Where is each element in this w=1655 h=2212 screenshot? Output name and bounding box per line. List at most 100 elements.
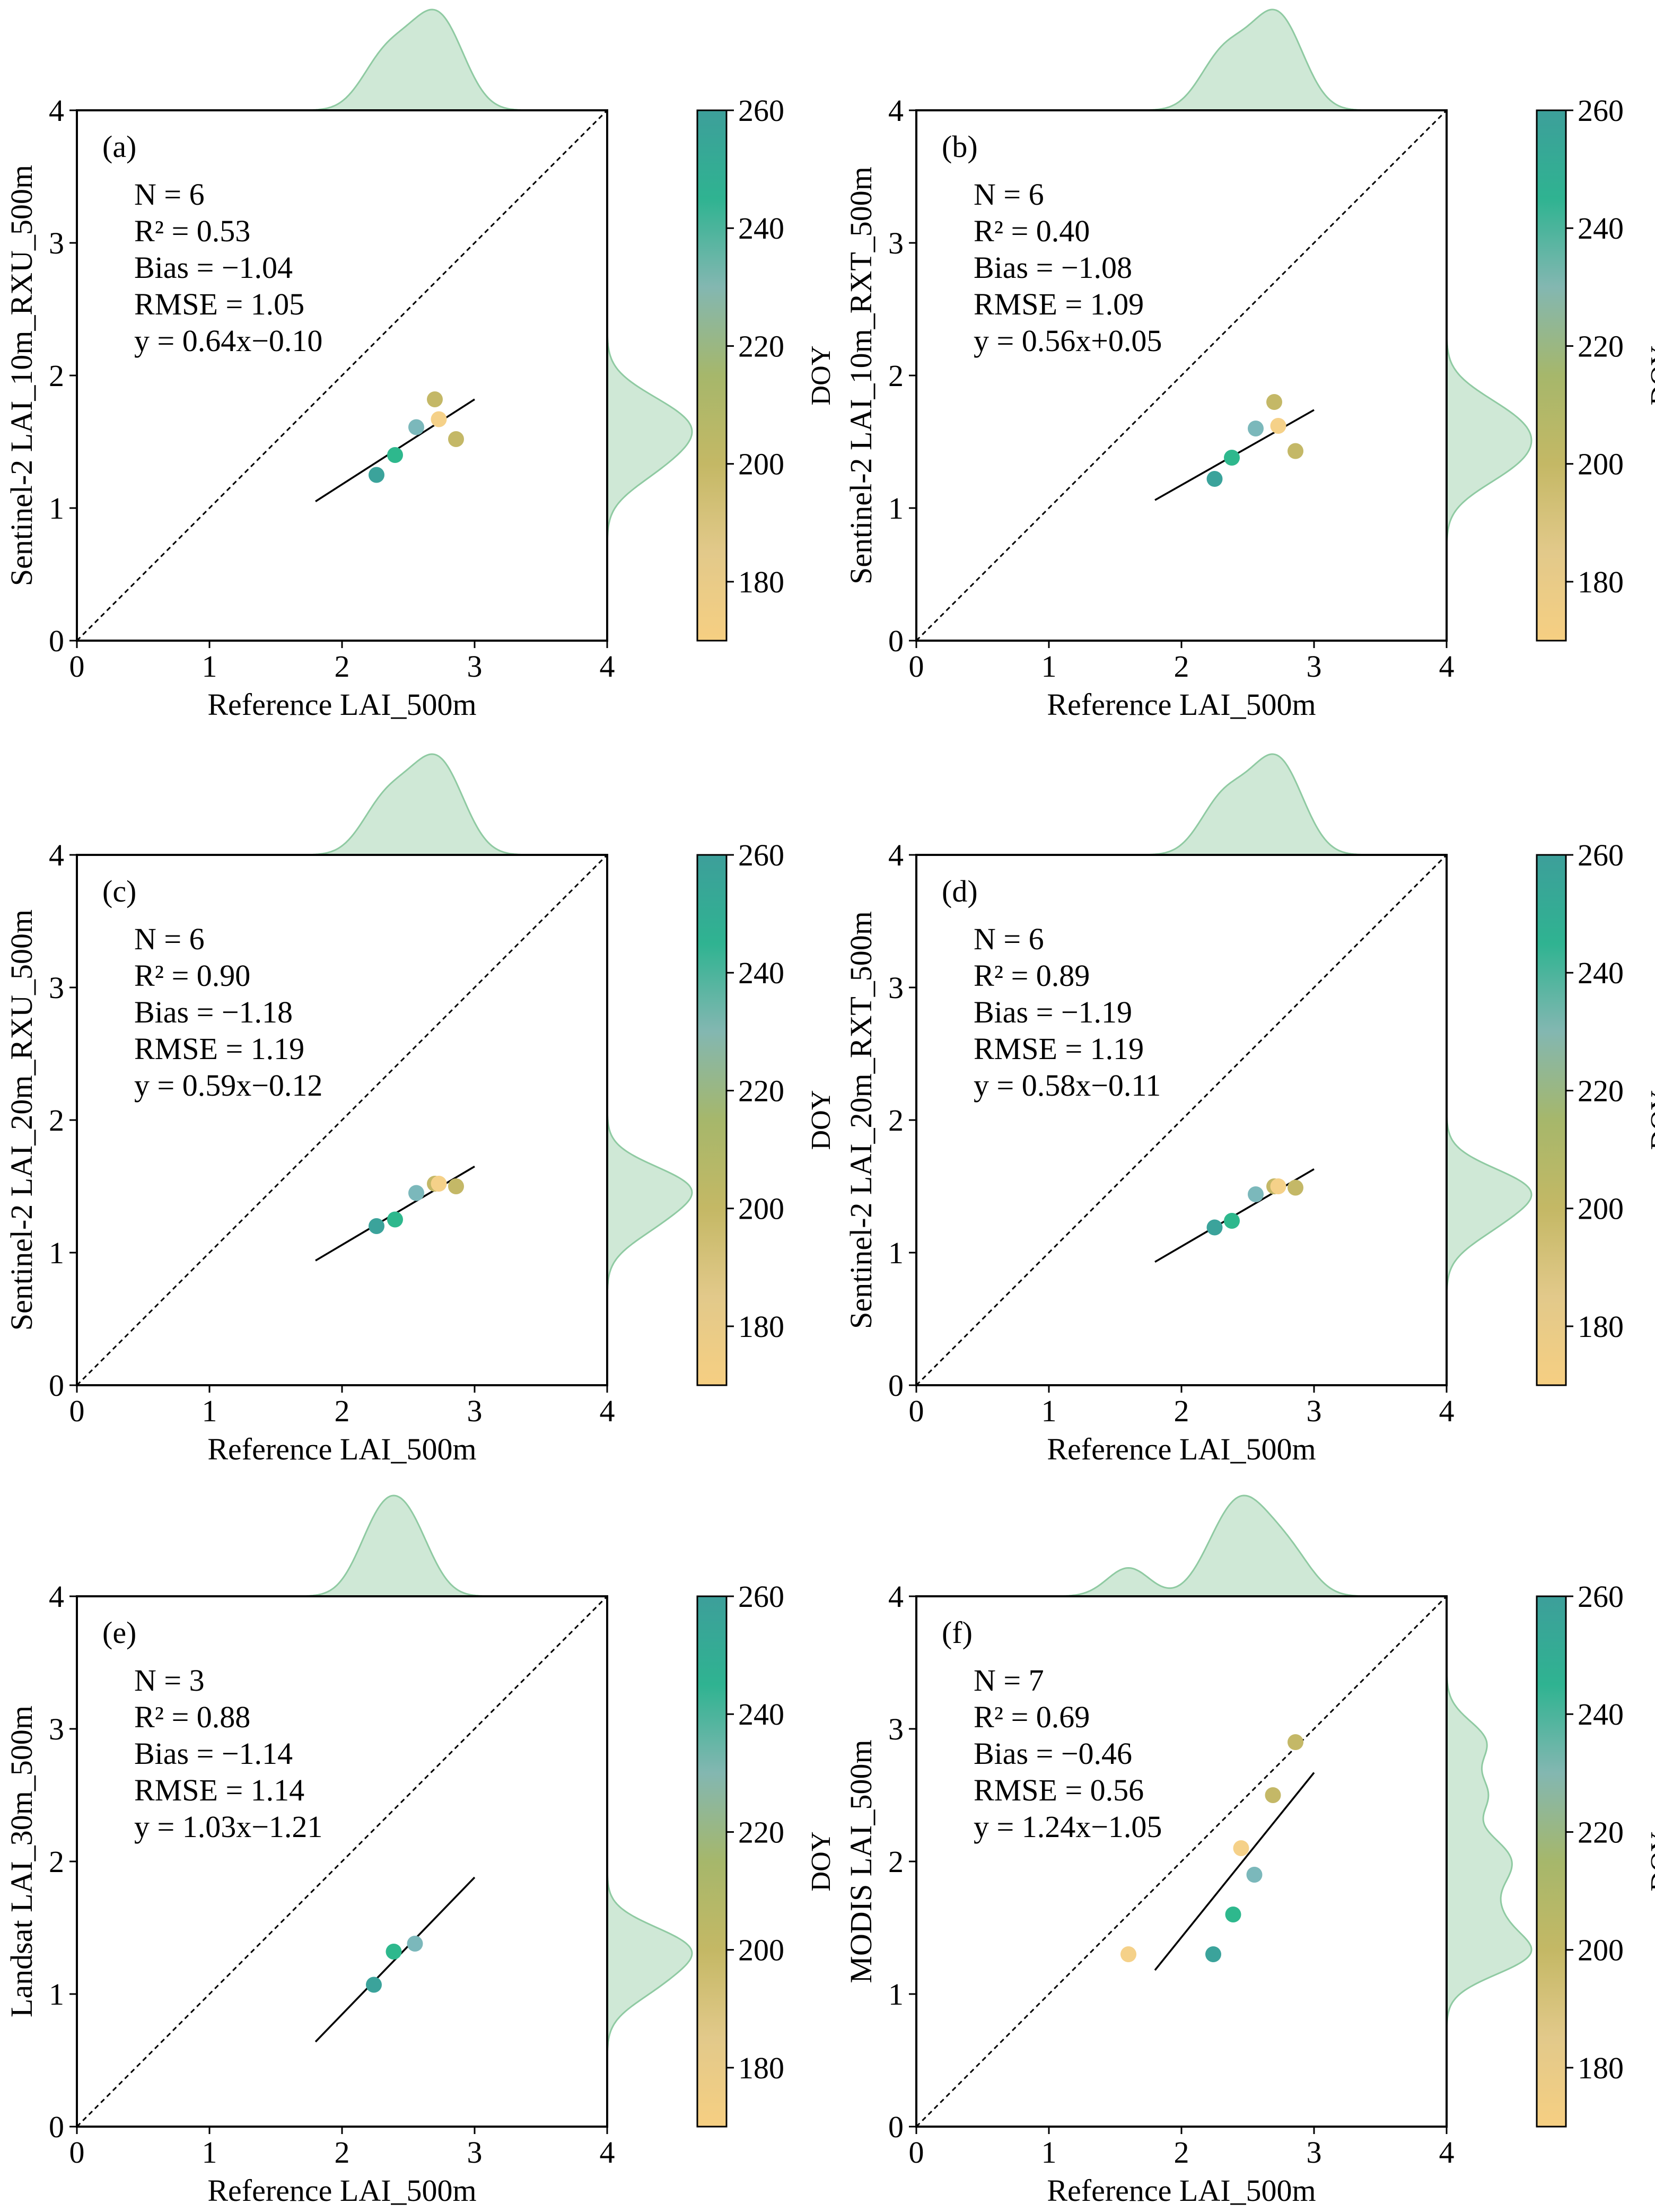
data-point [1288, 1734, 1303, 1750]
colorbar-tick-label: 180 [1578, 1309, 1624, 1344]
x-axis-label: Reference LAI_500m [1047, 2173, 1316, 2208]
colorbar-label: DOY [805, 1090, 836, 1150]
x-tick-label: 0 [69, 2135, 85, 2170]
x-tick-label: 1 [202, 649, 217, 684]
data-point [1206, 471, 1223, 487]
x-tick-label: 2 [1174, 649, 1189, 684]
y-tick-label: 4 [888, 838, 904, 872]
stat-line: N = 6 [974, 177, 1044, 212]
x-tick-label: 3 [1307, 2135, 1322, 2170]
colorbar-tick-label: 260 [1578, 93, 1624, 128]
data-point [369, 467, 384, 483]
colorbar [696, 1595, 728, 2128]
data-point [448, 1178, 464, 1194]
x-tick-label: 0 [909, 2135, 924, 2170]
colorbar-tick-label: 180 [738, 565, 784, 599]
colorbar [1536, 854, 1567, 1386]
colorbar-tick-label: 180 [738, 1309, 784, 1344]
x-tick-label: 1 [202, 2135, 217, 2170]
y-tick-label: 1 [888, 491, 904, 526]
top-density-plot [916, 8, 1447, 111]
colorbar-label: DOY [1645, 1831, 1655, 1891]
y-tick-label: 3 [49, 971, 64, 1005]
x-tick-label: 2 [335, 1394, 350, 1428]
data-point [408, 419, 424, 435]
stat-line: Bias = −0.46 [974, 1736, 1132, 1771]
x-tick-label: 0 [909, 1394, 924, 1428]
y-axis-label: Landsat LAI_30m_500m [4, 1706, 39, 2017]
panel-label: (f) [942, 1615, 973, 1650]
colorbar-tick-label: 200 [1578, 1933, 1624, 1968]
stat-line: N = 6 [134, 177, 205, 212]
right-density-plot [1446, 1596, 1533, 2127]
y-tick-label: 3 [49, 226, 64, 260]
data-point [1224, 1213, 1240, 1229]
one-to-one-line [76, 1595, 608, 2128]
y-tick-label: 3 [49, 1712, 64, 1746]
stat-line: R² = 0.89 [974, 958, 1090, 993]
data-point [427, 391, 443, 407]
colorbar-tick-label: 260 [738, 838, 784, 872]
top-density-plot [77, 8, 607, 111]
data-point [1120, 1946, 1136, 1962]
panel-d: 00 1 1 2 2 3 3 4 4 Reference LAI_500m Sentinel-2 L… [844, 753, 1655, 1466]
colorbar-tick-label: 220 [1578, 1815, 1624, 1849]
data-point [1205, 1946, 1221, 1962]
x-tick-label: 0 [909, 649, 924, 684]
stat-line: R² = 0.53 [134, 214, 250, 248]
right-density-plot [606, 1596, 693, 2127]
stat-line: N = 6 [134, 922, 205, 956]
x-tick-label: 1 [1041, 1394, 1057, 1428]
right-density-plot [1446, 110, 1533, 641]
y-tick-label: 1 [888, 1236, 904, 1270]
x-tick-label: 1 [1041, 2135, 1057, 2170]
panel-c: 00 1 1 2 2 3 3 4 4 Reference LAI_500m Sentinel-2 L… [4, 753, 836, 1466]
data-point [1265, 1787, 1281, 1803]
y-tick-label: 2 [49, 359, 64, 393]
colorbar [1536, 1595, 1567, 2128]
y-tick-label: 4 [49, 1579, 64, 1614]
stat-line: Bias = −1.14 [134, 1736, 293, 1771]
data-point [1270, 1178, 1286, 1194]
data-point [1206, 1219, 1223, 1236]
x-tick-label: 2 [335, 2135, 350, 2170]
panel-label: (c) [102, 874, 136, 908]
x-tick-label: 4 [1439, 2135, 1455, 2170]
stat-line: y = 0.56x+0.05 [974, 324, 1162, 358]
y-tick-label: 3 [888, 971, 904, 1005]
y-tick-label: 2 [888, 1103, 904, 1138]
y-tick-label: 2 [49, 1103, 64, 1138]
colorbar-label: DOY [805, 1831, 836, 1891]
colorbar [696, 109, 728, 642]
x-tick-label: 4 [1439, 1394, 1455, 1428]
y-tick-label: 4 [49, 93, 64, 128]
one-to-one-line [915, 109, 1448, 642]
stat-line: Bias = −1.18 [134, 995, 293, 1029]
panel-b: 00 1 1 2 2 3 3 4 4 Reference LAI_500m Sentinel-2 L… [844, 8, 1655, 722]
colorbar-label: DOY [805, 345, 836, 405]
colorbar-tick-label: 200 [1578, 1192, 1624, 1226]
colorbar-label: DOY [1645, 1090, 1655, 1150]
panel-label: (d) [942, 874, 978, 908]
stat-line: R² = 0.88 [134, 1700, 250, 1734]
data-point [1288, 443, 1303, 459]
colorbar [696, 854, 728, 1386]
colorbar-tick-label: 240 [1578, 956, 1624, 990]
y-tick-label: 4 [888, 93, 904, 128]
stat-line: Bias = −1.08 [974, 250, 1132, 285]
x-axis-label: Reference LAI_500m [207, 1432, 476, 1466]
y-axis-label: Sentinel-2 LAI_10m_RXU_500m [4, 165, 39, 586]
colorbar [1536, 109, 1567, 642]
one-to-one-line [915, 1595, 1448, 2128]
stat-line: R² = 0.40 [974, 214, 1090, 248]
y-tick-label: 3 [888, 226, 904, 260]
data-point [1224, 450, 1240, 466]
x-axis-label: Reference LAI_500m [1047, 687, 1316, 722]
colorbar-tick-label: 200 [738, 447, 784, 482]
x-tick-label: 4 [600, 1394, 615, 1428]
colorbar-tick-label: 260 [1578, 1579, 1624, 1614]
right-density-plot [606, 110, 693, 641]
x-tick-label: 3 [1307, 649, 1322, 684]
data-point [1233, 1840, 1249, 1856]
